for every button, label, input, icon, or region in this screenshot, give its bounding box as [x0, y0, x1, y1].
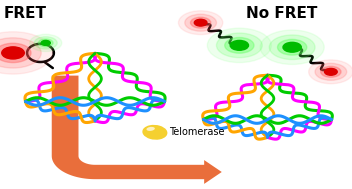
Circle shape	[0, 38, 41, 68]
Circle shape	[325, 68, 337, 75]
Circle shape	[321, 66, 341, 77]
Circle shape	[178, 11, 223, 35]
Circle shape	[194, 19, 207, 26]
Polygon shape	[52, 76, 222, 184]
Circle shape	[41, 40, 50, 45]
Circle shape	[230, 40, 249, 50]
Circle shape	[216, 33, 262, 58]
Circle shape	[315, 63, 347, 80]
Circle shape	[309, 60, 352, 84]
Text: No FRET: No FRET	[246, 6, 317, 21]
Circle shape	[2, 47, 24, 59]
Circle shape	[207, 28, 271, 63]
Text: FRET: FRET	[4, 6, 46, 21]
Text: Telomerase: Telomerase	[169, 127, 225, 137]
Circle shape	[225, 37, 254, 53]
Circle shape	[277, 39, 307, 55]
Circle shape	[0, 43, 31, 63]
Circle shape	[269, 35, 315, 60]
Circle shape	[30, 34, 62, 52]
Circle shape	[0, 32, 52, 74]
Circle shape	[38, 39, 53, 47]
Circle shape	[260, 30, 324, 64]
Circle shape	[185, 14, 216, 31]
Circle shape	[34, 37, 57, 49]
Circle shape	[283, 42, 301, 52]
Circle shape	[190, 17, 211, 28]
Ellipse shape	[142, 125, 168, 140]
Ellipse shape	[146, 127, 155, 131]
